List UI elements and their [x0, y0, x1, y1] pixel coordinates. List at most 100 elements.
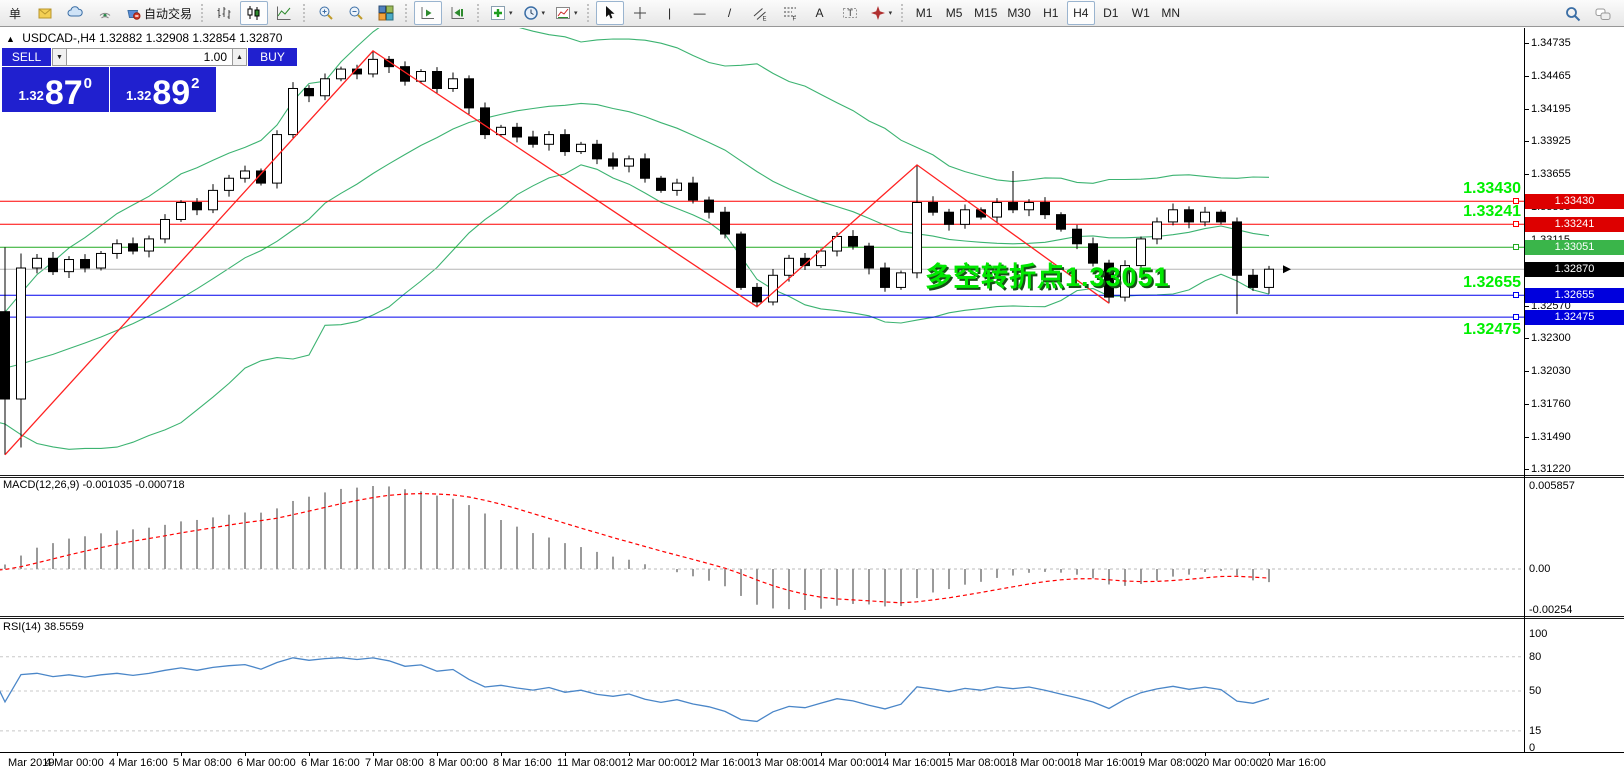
toolbar-separator — [901, 4, 905, 22]
rsi-level-label: 0 — [1529, 742, 1536, 754]
collapse-arrow-icon[interactable]: ▲ — [6, 34, 15, 44]
tf-w1-button-label: W1 — [1131, 6, 1150, 20]
dropdown-arrow-icon[interactable]: ▾ — [509, 10, 513, 17]
symbol-period-label: USDCAD-,H4 — [22, 31, 96, 45]
trendline-button[interactable]: / — [716, 1, 744, 25]
arrows-dropdown[interactable]: ▾ — [866, 1, 897, 25]
time-axis-label: 19 Mar 08:00 — [1133, 757, 1198, 769]
time-axis-tickmark — [245, 752, 246, 756]
line-endpoint-handle[interactable] — [1513, 244, 1519, 251]
sell-price-big: 87 — [44, 74, 83, 113]
fibonacci-button[interactable] — [776, 1, 804, 25]
tf-mn-button-label: MN — [1161, 6, 1181, 20]
tile-windows-icon — [378, 5, 394, 21]
new-order-button[interactable]: 单 — [1, 1, 29, 25]
zoom-out-button[interactable] — [342, 1, 370, 25]
tf-m5-button[interactable]: M5 — [940, 1, 968, 25]
toolbar-separator — [477, 4, 481, 22]
price-axis-tick: 1.31490 — [1531, 430, 1571, 443]
line-endpoint-handle[interactable] — [1513, 198, 1519, 205]
time-axis-label: 8 Mar 16:00 — [493, 757, 552, 769]
tf-m1-button[interactable]: M1 — [910, 1, 938, 25]
level-price-annotation: 1.32655 — [1463, 274, 1521, 292]
cursor-button[interactable] — [595, 1, 624, 25]
line-chart-button[interactable] — [270, 1, 298, 25]
vertical-line-button[interactable]: | — [656, 1, 684, 25]
main-chart[interactable] — [0, 28, 1524, 475]
time-axis-label: 12 Mar 00:00 — [621, 757, 686, 769]
axis-price-label: 1.33051 — [1525, 239, 1624, 255]
volume-increase-button[interactable]: ▲ — [232, 48, 247, 66]
time-axis-tickmark — [1141, 752, 1142, 756]
time-axis-label: 11 Mar 08:00 — [557, 757, 622, 769]
macd-separator[interactable] — [0, 475, 1624, 478]
tile-windows-button[interactable] — [372, 1, 400, 25]
price-axis-tick: 1.33925 — [1531, 135, 1571, 148]
bar-chart-icon — [216, 5, 232, 21]
price-axis-tick: 1.34735 — [1531, 37, 1571, 49]
dropdown-arrow-icon[interactable]: ▾ — [541, 10, 546, 17]
indicators-dropdown[interactable]: ▾ — [486, 1, 517, 25]
toolbar-separator — [405, 4, 409, 22]
bar-chart-button[interactable] — [210, 1, 238, 25]
cursor-icon — [602, 5, 618, 21]
autoscroll-button[interactable] — [414, 1, 443, 25]
tf-m30-button-label: M30 — [1007, 6, 1031, 20]
search-icon[interactable] — [1559, 2, 1587, 26]
volume-decrease-button[interactable]: ▼ — [52, 48, 67, 66]
tf-m15-button[interactable]: M15 — [970, 1, 1001, 25]
signals-button[interactable] — [91, 1, 119, 25]
channel-button[interactable] — [746, 1, 774, 25]
line-endpoint-handle[interactable] — [1513, 221, 1519, 228]
buy-price-big: 89 — [152, 74, 191, 113]
rsi-separator[interactable] — [0, 616, 1624, 619]
line-endpoint-handle[interactable] — [1513, 292, 1519, 299]
buy-button[interactable]: BUY — [248, 48, 297, 66]
text-button[interactable]: A — [806, 1, 834, 25]
crosshair-button[interactable] — [626, 1, 654, 25]
tf-mn-button[interactable]: MN — [1157, 1, 1185, 25]
axis-price-label: 1.32475 — [1525, 309, 1624, 325]
price-axis-tickmark — [1524, 108, 1529, 110]
dropdown-arrow-icon[interactable]: ▾ — [888, 10, 893, 17]
buy-price-button[interactable]: 1.32 89 2 — [109, 67, 216, 113]
tf-d1-button[interactable]: D1 — [1097, 1, 1125, 25]
current-price-label: 1.32870 — [1525, 261, 1624, 277]
candlestick-button[interactable] — [240, 1, 269, 25]
metaeditor-button[interactable] — [31, 1, 59, 25]
tf-m30-button[interactable]: M30 — [1003, 1, 1034, 25]
time-axis-label: 4 Mar 16:00 — [109, 757, 168, 769]
tf-w1-button[interactable]: W1 — [1127, 1, 1155, 25]
autotrading-button[interactable]: 自动交易 — [121, 1, 196, 25]
dropdown-arrow-icon[interactable]: ▾ — [574, 10, 578, 17]
macd-panel[interactable] — [0, 478, 1524, 616]
channel-icon — [752, 5, 768, 21]
macd-min-label: -0.00254 — [1529, 604, 1573, 616]
rsi-panel[interactable] — [0, 619, 1524, 752]
chart-shift-button[interactable] — [444, 1, 472, 25]
tf-h1-button[interactable]: H1 — [1037, 1, 1065, 25]
horizontal-line-button[interactable]: — — [686, 1, 714, 25]
sell-button[interactable]: SELL — [2, 48, 51, 66]
time-axis-tickmark — [181, 752, 182, 756]
periods-dropdown[interactable]: ▾ — [519, 1, 550, 25]
toolbar: 单 自动交易 ▾ ▾ ▾ | — / A ▾ M1 M5 M15 M30 H1 H4 D1 W1 MN — [0, 0, 1624, 27]
level-price-annotation: 1.32475 — [1463, 321, 1521, 339]
tf-h4-button[interactable]: H4 — [1066, 1, 1095, 25]
label-button[interactable] — [836, 1, 864, 25]
time-axis-tickmark — [821, 752, 822, 756]
sell-price-button[interactable]: 1.32 87 0 — [2, 67, 109, 112]
mql5-cloud-button[interactable] — [61, 1, 89, 25]
time-axis-label: 7 Mar 08:00 — [365, 757, 424, 769]
volume-input[interactable] — [67, 48, 232, 66]
line-endpoint-handle[interactable] — [1513, 314, 1519, 321]
time-axis-tickmark — [117, 752, 118, 756]
tf-d1-button-label: D1 — [1103, 6, 1119, 20]
chat-icon[interactable] — [1589, 2, 1617, 26]
templates-dropdown[interactable]: ▾ — [551, 1, 582, 25]
zoom-in-button[interactable] — [312, 1, 340, 25]
time-axis-label: 20 Mar 00:00 — [1197, 757, 1262, 769]
periods-icon — [523, 5, 539, 21]
tf-m5-button-label: M5 — [945, 6, 963, 20]
